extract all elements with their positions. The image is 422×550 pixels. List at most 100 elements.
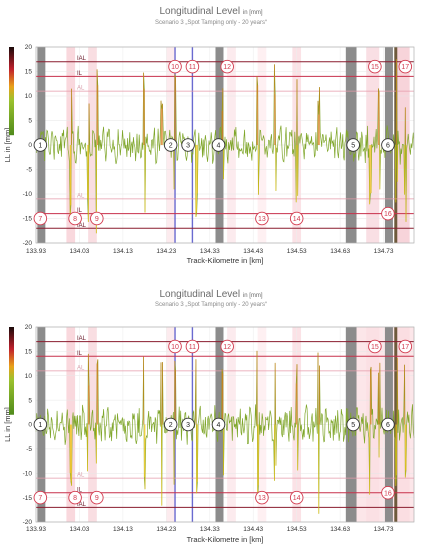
y-axis-label: LL in [mm] (3, 128, 12, 163)
y-tick-label: -10 (23, 470, 33, 477)
marker-circle (368, 339, 382, 354)
marker-label: 13 (258, 495, 266, 502)
marker-circle (185, 59, 200, 74)
marker-label: 3 (186, 422, 190, 429)
marker-circle (289, 211, 304, 226)
marker-label: 3 (186, 143, 190, 150)
chart-title-text: Longitudinal Level (159, 6, 241, 17)
y-tick-label: -5 (26, 446, 32, 453)
marker-circle (220, 59, 234, 74)
y-tick-label: -10 (23, 191, 33, 198)
marker-circle (163, 417, 178, 432)
x-tick-label: 134.53 (287, 526, 307, 533)
y-tick-label: 5 (28, 397, 32, 404)
marker-circle (398, 59, 413, 74)
marker-circle (220, 339, 234, 354)
marker-circle (211, 138, 226, 152)
marker-label: 9 (95, 495, 99, 502)
marker-circle (90, 490, 104, 505)
y-tick-label: 15 (25, 69, 33, 76)
threshold-label: IL (77, 487, 83, 493)
marker-label: 5 (351, 143, 355, 150)
marker-circle (398, 339, 413, 354)
x-tick-label: 134.23 (156, 526, 176, 533)
y-tick-label: 10 (25, 93, 33, 100)
threshold-label: IAL (77, 336, 87, 342)
x-tick-label: 134.33 (200, 526, 220, 533)
chart-title-unit: in [mm] (242, 293, 263, 299)
x-tick-label: 133.93 (26, 248, 46, 255)
y-tick-label: 20 (25, 44, 33, 51)
marker-circle (381, 417, 395, 432)
marker-label: 1 (38, 143, 42, 150)
y-tick-label: 20 (25, 324, 33, 331)
marker-label: 15 (371, 344, 379, 351)
marker-label: 16 (384, 490, 392, 497)
marker-label: 7 (38, 216, 42, 223)
marker-circle (289, 490, 304, 505)
x-tick-label: 134.03 (70, 248, 90, 255)
marker-circle (368, 59, 382, 74)
threshold-label: AL (77, 86, 85, 92)
marker-circle (33, 211, 48, 226)
marker-label: 9 (95, 216, 99, 223)
x-tick-label: 134.33 (200, 248, 220, 255)
threshold-label: IAL (77, 56, 87, 62)
y-axis-label: LL in [mm] (3, 407, 12, 442)
marker-circle (346, 417, 360, 432)
marker-circle (90, 211, 104, 226)
marker-label: 8 (73, 495, 77, 502)
marker-label: 11 (189, 344, 196, 351)
marker-circle (185, 339, 200, 354)
x-tick-label: 134.43 (243, 526, 263, 533)
threshold-label: IL (77, 71, 83, 77)
marker-label: 13 (258, 216, 266, 223)
marker-label: 10 (171, 344, 179, 351)
x-tick-label: 134.13 (113, 248, 133, 255)
chart-title-unit: in [mm] (242, 10, 263, 16)
x-axis-label: Track-Kilometre in [km] (187, 256, 264, 265)
y-tick-label: -15 (23, 495, 33, 502)
x-axis-label: Track-Kilometre in [km] (187, 535, 264, 544)
x-tick-label: 134.03 (70, 526, 90, 533)
marker-circle (68, 490, 82, 505)
marker-label: 17 (401, 344, 409, 351)
threshold-label: IAL (77, 223, 87, 229)
chart-title: Longitudinal Level in [mm] (0, 289, 422, 300)
marker-circle (33, 417, 48, 432)
marker-label: 8 (73, 216, 77, 223)
chart-title: Longitudinal Level in [mm] (0, 6, 422, 17)
marker-label: 2 (169, 422, 173, 429)
y-tick-label: -15 (23, 216, 33, 223)
x-tick-label: 134.13 (113, 526, 133, 533)
threshold-label: IAL (77, 502, 87, 508)
marker-circle (168, 59, 182, 74)
x-tick-label: 134.43 (243, 248, 263, 255)
y-tick-label: 0 (28, 422, 32, 429)
y-tick-label: 10 (25, 373, 33, 380)
color-scale (9, 327, 14, 415)
chart-subtitle: Scenario 3 „Spot Tamping only - 20 years… (155, 20, 267, 26)
marker-label: 10 (171, 64, 179, 71)
marker-label: 1 (38, 422, 42, 429)
marker-circle (33, 490, 48, 505)
threshold-label: AL (77, 365, 85, 371)
marker-label: 6 (386, 143, 390, 150)
chart-subtitle: Scenario 3 „Spot Tamping only - 20 years… (155, 302, 267, 308)
marker-label: 2 (169, 143, 173, 150)
x-tick-label: 134.63 (330, 248, 350, 255)
marker-circle (255, 211, 269, 226)
marker-circle (181, 138, 195, 152)
marker-circle (181, 417, 195, 432)
signal-line (35, 59, 415, 234)
marker-label: 14 (293, 216, 301, 223)
y-tick-label: 5 (28, 118, 32, 125)
marker-circle (346, 138, 360, 152)
marker-label: 16 (384, 211, 392, 218)
marker-label: 5 (351, 422, 355, 429)
chart-title-text: Longitudinal Level (159, 289, 241, 300)
marker-label: 15 (371, 64, 379, 71)
x-tick-label: 134.73 (374, 248, 394, 255)
